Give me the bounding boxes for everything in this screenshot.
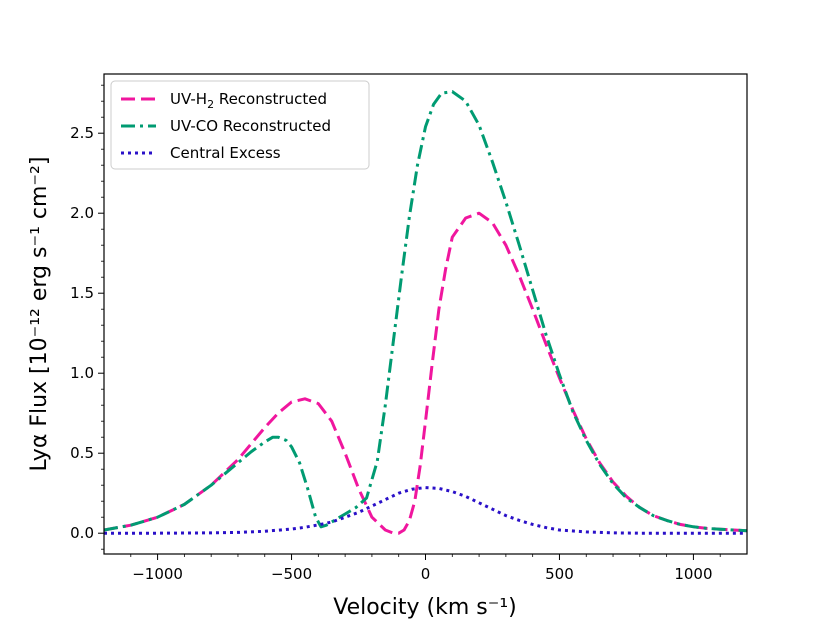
y-tick-label: 2.5 [70,124,94,142]
legend-label-1: UV-H2 Reconstructed [170,90,327,111]
x-tick-label: 1000 [674,565,712,583]
legend: UV-H2 Reconstructed UV-CO Reconstructed Ce… [110,80,370,170]
x-tick-label: 0 [421,565,431,583]
y-tick-label: 0.5 [70,444,94,462]
series-line-3 [104,486,747,535]
x-tick-label: −500 [271,565,312,583]
x-axis-label: Velocity (km s⁻¹) [333,595,517,620]
legend-box [110,80,370,170]
y-axis-label: Lyα Flux [10⁻¹² erg s⁻¹ cm⁻²] [27,157,52,472]
legend-label-2: UV-CO Reconstructed [170,117,331,135]
ticks-layer: −1000 −500 0 500 1000 0.0 0.5 1.0 1.5 2.0 2.5 [70,84,721,583]
y-tick-label: 2.0 [70,204,94,222]
x-tick-label: 500 [545,565,574,583]
series-line-2 [104,90,747,533]
y-tick-label: 1.0 [70,364,94,382]
x-tick-label: −1000 [132,565,183,583]
legend-entries: UV-H2 Reconstructed UV-CO Reconstructed Ce… [121,90,331,162]
series-layer [104,90,747,535]
y-tick-label: 0.0 [70,524,94,542]
y-tick-label: 1.5 [70,284,94,302]
legend-label-3: Central Excess [170,144,281,162]
